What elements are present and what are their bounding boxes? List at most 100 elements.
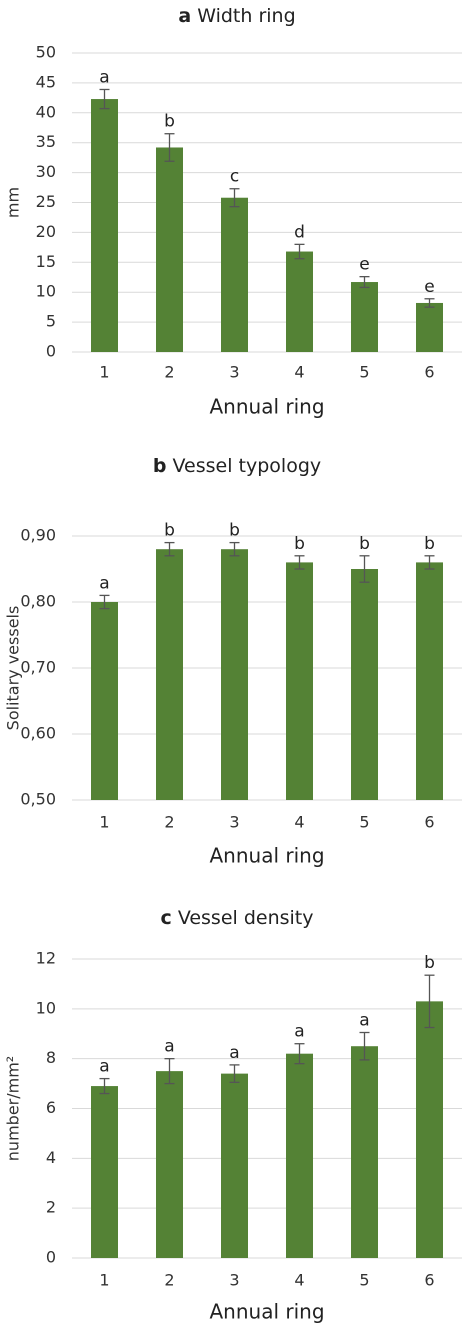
x-tick-label: 1: [99, 813, 109, 832]
y-tick-label: 12: [36, 949, 56, 968]
x-tick-label: 5: [359, 363, 369, 382]
significance-letter: a: [99, 67, 109, 87]
x-axis-title: Annual ring: [209, 1300, 324, 1324]
y-tick-label: 0,90: [20, 526, 56, 545]
error-bar: [229, 1064, 240, 1083]
panel-letter: c: [161, 907, 172, 929]
bar: [416, 302, 443, 352]
error-bar: [164, 1058, 175, 1085]
error-bar: [294, 243, 305, 260]
significance-letter: d: [294, 222, 305, 242]
y-tick-label: 40: [36, 102, 56, 121]
error-bar: [229, 541, 240, 557]
y-tick-label: 25: [36, 192, 56, 211]
significance-letter: b: [294, 534, 305, 554]
significance-letter: b: [424, 534, 435, 554]
error-bar: [164, 541, 175, 557]
panel-letter: a: [178, 5, 191, 27]
error-bar: [294, 555, 305, 570]
y-tick-label: 30: [36, 162, 56, 181]
x-axis-title: Annual ring: [209, 844, 324, 868]
x-tick-label: 2: [164, 813, 174, 832]
x-tick-label: 3: [229, 1271, 239, 1290]
bar: [156, 549, 183, 800]
bar: [221, 197, 248, 352]
bar: [286, 251, 313, 352]
x-tick-label: 1: [99, 1271, 109, 1290]
y-axis-title: number/mm²: [4, 1056, 23, 1161]
y-tick-label: 0,50: [20, 790, 56, 809]
bar: [351, 282, 378, 352]
x-tick-label: 1: [99, 363, 109, 382]
error-bar: [359, 1031, 370, 1061]
y-tick-label: 2: [46, 1198, 56, 1217]
x-tick-label: 6: [424, 363, 434, 382]
chart-title: b Vessel typology: [153, 455, 321, 477]
significance-letter: a: [359, 1011, 369, 1031]
x-axis-title: Annual ring: [209, 395, 324, 419]
bar: [156, 147, 183, 352]
x-tick-label: 2: [164, 1271, 174, 1290]
y-tick-label: 20: [36, 222, 56, 241]
chart-panel: a Width ring 0 5 10 15 20 25 30 35 40 45 50 1 a 2 b 3 c 4 d…: [4, 5, 462, 419]
bar: [221, 549, 248, 800]
y-tick-label: 0,80: [20, 592, 56, 611]
significance-letter: b: [229, 521, 240, 541]
x-tick-label: 6: [424, 813, 434, 832]
x-tick-label: 6: [424, 1271, 434, 1290]
error-bar: [229, 188, 240, 208]
y-tick-label: 50: [36, 43, 56, 62]
y-tick-label: 0,60: [20, 724, 56, 743]
bar: [156, 1071, 183, 1258]
error-bar: [424, 974, 435, 1029]
significance-letter: b: [164, 521, 175, 541]
significance-letter: a: [99, 1057, 109, 1077]
significance-letter: c: [230, 167, 239, 187]
panel-letter: b: [153, 455, 167, 477]
title-text: Vessel typology: [173, 455, 322, 477]
significance-letter: b: [359, 534, 370, 554]
bar: [221, 1073, 248, 1258]
bar: [91, 1086, 118, 1258]
chart-panel: b Vessel typology 0,50 0,60 0,70 0,80 0,90 1 a 2…: [4, 455, 462, 868]
y-tick-label: 10: [36, 282, 56, 301]
significance-letter: a: [229, 1043, 239, 1063]
bar: [351, 569, 378, 800]
bar: [416, 562, 443, 800]
x-tick-label: 4: [294, 813, 304, 832]
x-tick-label: 5: [359, 813, 369, 832]
title-text: Width ring: [197, 5, 295, 27]
error-bar: [99, 594, 110, 610]
bar: [91, 602, 118, 800]
error-bar: [99, 1077, 110, 1095]
bar: [416, 1001, 443, 1258]
bar: [91, 99, 118, 353]
significance-letter: b: [164, 112, 175, 132]
x-tick-label: 3: [229, 813, 239, 832]
chart-title: c Vessel density: [161, 907, 314, 929]
y-tick-label: 10: [36, 998, 56, 1017]
y-tick-label: 4: [46, 1148, 56, 1167]
chart-panel: c Vessel density 0 2 4 6 8 10 12 1 a 2 a 3 a 4 a 5 a 6 b Ann…: [4, 907, 462, 1324]
significance-letter: a: [99, 573, 109, 593]
significance-letter: a: [164, 1037, 174, 1057]
error-bar: [164, 133, 175, 162]
y-tick-label: 8: [46, 1048, 56, 1067]
error-bar: [424, 555, 435, 570]
y-axis-title: Solitary vessels: [4, 606, 23, 731]
y-tick-label: 45: [36, 72, 56, 91]
error-bar: [99, 88, 110, 110]
error-bar: [424, 298, 435, 308]
error-bar: [359, 555, 370, 583]
y-tick-label: 0: [46, 342, 56, 361]
y-tick-label: 0,70: [20, 658, 56, 677]
y-tick-label: 35: [36, 132, 56, 151]
error-bar: [359, 276, 370, 289]
x-tick-label: 4: [294, 363, 304, 382]
x-tick-label: 4: [294, 1271, 304, 1290]
significance-letter: b: [424, 953, 435, 973]
significance-letter: a: [294, 1022, 304, 1042]
chart-title: a Width ring: [178, 5, 295, 27]
y-tick-label: 5: [46, 312, 56, 331]
